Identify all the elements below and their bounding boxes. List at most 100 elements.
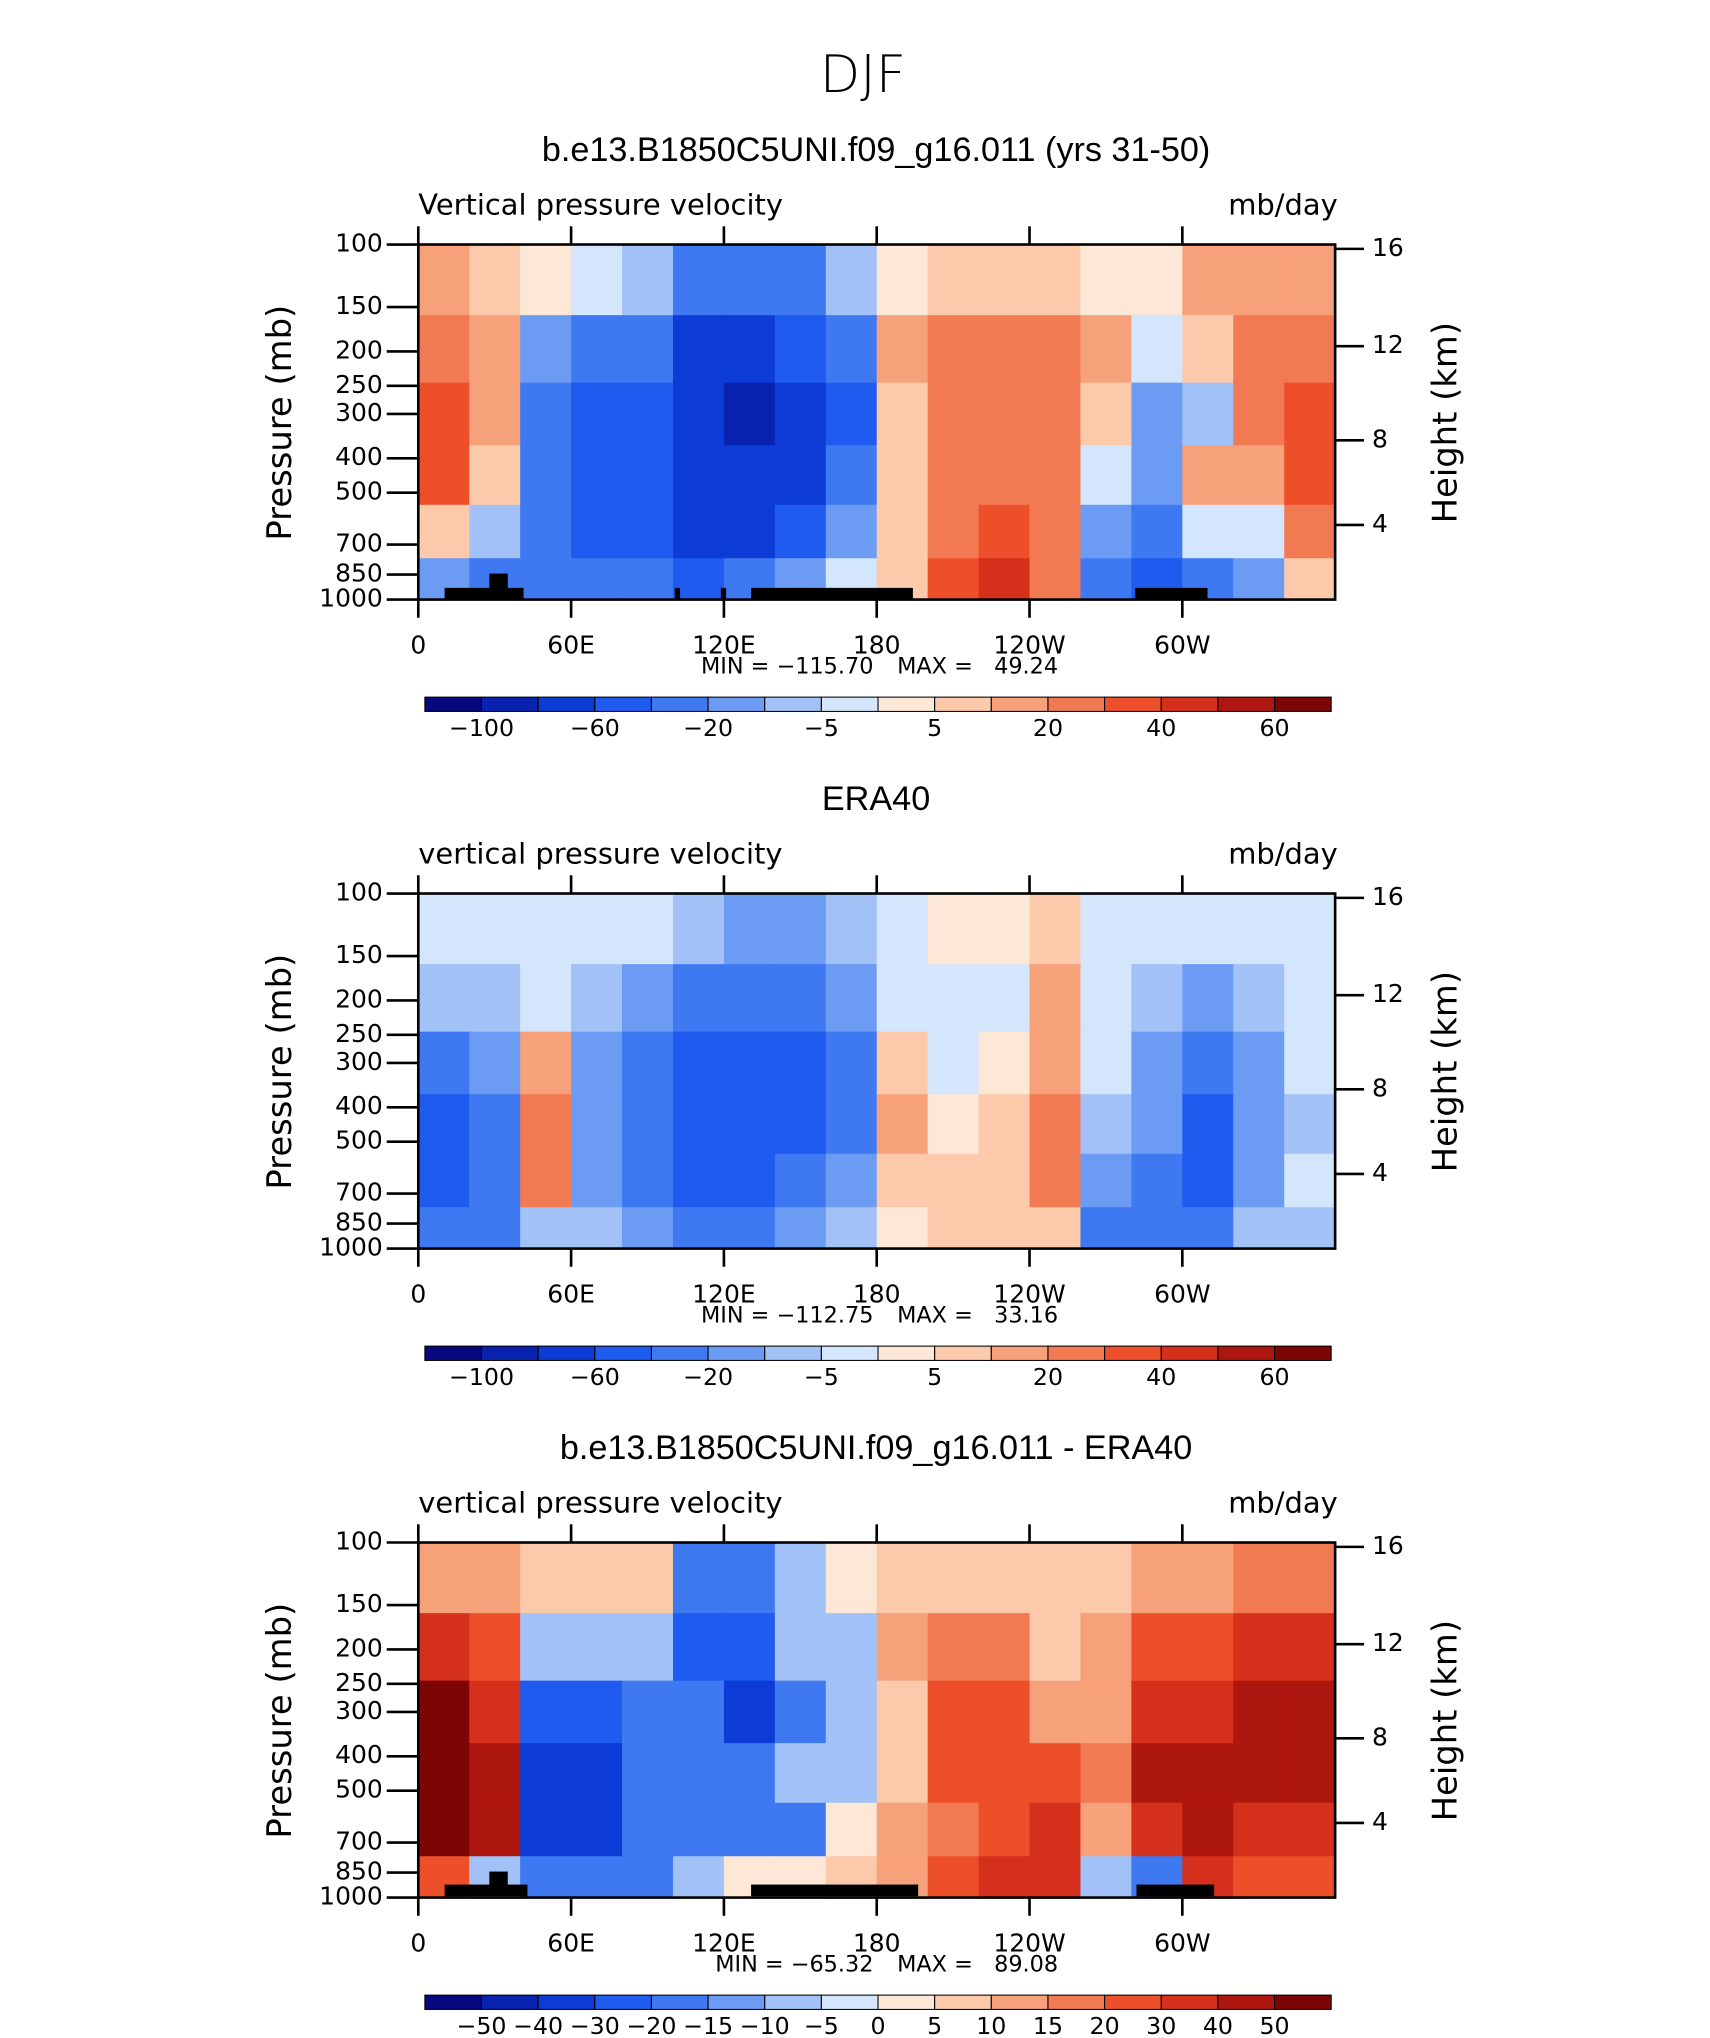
contour-cell (1029, 244, 1082, 316)
contour-cell (1029, 504, 1082, 560)
right-label: mb/day (1228, 837, 1338, 871)
right-label: mb/day (1228, 1486, 1338, 1520)
contour-cell (825, 893, 878, 965)
panel-title: b.e13.B1850C5UNI.f09_g16.011 (yrs 31-50) (542, 131, 1210, 169)
contour-cell (825, 382, 878, 446)
contour-cell (1182, 1094, 1235, 1155)
x-tick-label: 60W (1154, 630, 1211, 659)
contour-cell (418, 1031, 471, 1095)
colorbar-box (934, 1994, 992, 2010)
contour-cell (1233, 1542, 1285, 1614)
contour-cell (672, 964, 725, 1033)
contour-cell (469, 504, 521, 560)
y-tick-label: 200 (335, 984, 383, 1013)
contour-cell (1131, 1613, 1184, 1682)
x-tick-label: 120W (993, 1279, 1065, 1308)
contour-cell (876, 1031, 929, 1095)
contour-cell (1182, 1542, 1235, 1614)
contour-cell (723, 1743, 776, 1804)
colorbar-box (424, 696, 483, 712)
contour-cell (520, 1031, 572, 1095)
contour-cell (978, 1153, 1031, 1209)
contour-cell (469, 382, 521, 446)
contour-cell (1284, 893, 1336, 965)
colorbar-label: 15 (1033, 2012, 1063, 2038)
contour-cell (622, 445, 674, 506)
contour-cell (1182, 964, 1235, 1033)
contour-cell (774, 382, 827, 446)
contour-cell (774, 1207, 827, 1250)
contour-cell (1080, 1153, 1133, 1209)
contour-cell (1029, 558, 1082, 601)
contour-cell (927, 558, 980, 601)
contour-cell (1029, 1153, 1082, 1209)
contour-cell (978, 893, 1031, 965)
x-tick-label: 120W (993, 630, 1065, 659)
contour-cell (825, 1031, 878, 1095)
contour-cell (622, 315, 674, 384)
contour-cell (723, 893, 776, 965)
contour-cell (825, 1802, 878, 1858)
contour-cell (1080, 1802, 1133, 1858)
land (674, 587, 681, 600)
colorbar-label: −60 (570, 1363, 620, 1391)
contour-cell (469, 315, 521, 384)
contour-cell (825, 1680, 878, 1744)
contour-cell (723, 1802, 776, 1858)
land (720, 587, 727, 600)
contour-cell (1080, 1031, 1133, 1095)
colorbar-box (650, 1345, 709, 1361)
contour-cell (1284, 1094, 1336, 1155)
contour-cell (672, 1680, 725, 1744)
colorbar-box (764, 696, 822, 712)
contour-cell (571, 893, 623, 965)
contour-cell (1233, 1802, 1285, 1858)
y-tick-label: 150 (335, 1589, 383, 1618)
contour-cell (1182, 382, 1235, 446)
colorbar-box (1104, 1345, 1162, 1361)
contour-cell (520, 1680, 572, 1744)
contour-cell (723, 964, 776, 1033)
contour-cell (978, 1856, 1031, 1899)
contour-cell (1029, 1031, 1082, 1095)
contour-cell (1284, 1542, 1336, 1614)
colorbar-label: −50 (457, 2012, 507, 2038)
contour-cell (825, 315, 878, 384)
contour-cell (978, 558, 1031, 601)
contour-cell (1029, 1856, 1082, 1899)
contour-cell (622, 1802, 674, 1858)
contour-cell (469, 1542, 521, 1614)
contour-cell (520, 1802, 572, 1858)
contour-cell (1284, 445, 1336, 506)
contour-cell (774, 893, 827, 965)
contour-cell (571, 445, 623, 506)
colorbar-box (707, 1994, 766, 2010)
min-label: MIN = −65.32 (715, 1952, 873, 1978)
contour-cell (418, 504, 471, 560)
left-label: Vertical pressure velocity (418, 188, 783, 222)
contour-cell (520, 382, 572, 446)
colorbar-box (877, 1345, 936, 1361)
contour-cell (774, 1031, 827, 1095)
y-tick-label: 700 (335, 529, 383, 558)
contour-cell (418, 893, 471, 965)
contour-cell (927, 1153, 980, 1209)
colorbar-box (820, 1994, 879, 2010)
contour-cell (469, 244, 521, 316)
contour-cell (1131, 1153, 1184, 1209)
contour-cell (774, 1094, 827, 1155)
colorbar-label: 40 (1146, 714, 1176, 742)
colorbar-label: −40 (513, 2012, 563, 2038)
contour-cell (1131, 1802, 1184, 1858)
colorbar-box (594, 1345, 652, 1361)
colorbar-box (934, 1345, 992, 1361)
colorbar-box (1217, 1994, 1276, 2010)
contour-cell (1284, 558, 1336, 601)
contour-cell (927, 504, 980, 560)
contour-cell (978, 382, 1031, 446)
colorbar-label: 60 (1259, 714, 1289, 742)
colorbar-label: −10 (740, 2012, 790, 2038)
contour-cell (876, 1153, 929, 1209)
contour-cell (876, 1802, 929, 1858)
